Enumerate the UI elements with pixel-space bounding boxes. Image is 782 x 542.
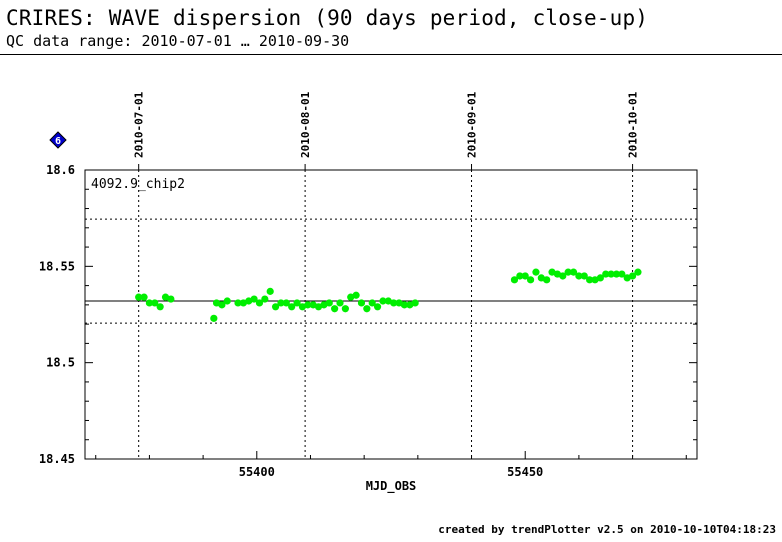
data-point-37 xyxy=(373,303,382,311)
x-axis-title: MJD_OBS xyxy=(366,479,417,494)
data-points xyxy=(135,268,642,322)
data-point-51 xyxy=(543,276,551,284)
data-point-40 xyxy=(390,299,398,307)
data-point-45 xyxy=(510,276,519,284)
diamond-marker-icon: 6 xyxy=(49,131,67,149)
plot-frame xyxy=(84,169,698,460)
data-point-44 xyxy=(411,299,419,307)
data-point-15 xyxy=(255,299,264,307)
data-point-63 xyxy=(607,270,615,278)
data-point-65 xyxy=(618,270,626,278)
data-point-62 xyxy=(602,270,610,278)
data-point-58 xyxy=(580,272,588,280)
series-label: 4092.9_chip2 xyxy=(91,177,185,192)
data-point-48 xyxy=(526,276,535,284)
data-point-14 xyxy=(250,295,258,303)
data-point-18 xyxy=(271,303,280,311)
date-label-3: 2010-10-01 xyxy=(627,91,640,158)
data-point-36 xyxy=(368,299,376,307)
data-point-35 xyxy=(363,305,371,313)
data-point-22 xyxy=(293,299,301,307)
data-point-47 xyxy=(521,272,529,280)
data-point-29 xyxy=(331,305,339,313)
date-label-0: 2010-07-01 xyxy=(133,91,146,158)
band-lines xyxy=(85,218,697,324)
y-tick-label-3: 18.6 xyxy=(46,163,75,177)
header-divider xyxy=(0,54,782,55)
data-point-28 xyxy=(325,299,333,307)
data-point-19 xyxy=(277,299,285,307)
data-point-30 xyxy=(336,299,344,307)
data-point-38 xyxy=(379,297,387,305)
page-subtitle: QC data range: 2010-07-01 … 2010-09-30 xyxy=(6,32,350,50)
data-point-59 xyxy=(586,276,594,284)
data-point-68 xyxy=(634,268,642,276)
x-tick-label-0: 55400 xyxy=(239,465,275,479)
data-point-6 xyxy=(167,295,175,303)
footer-credit: created by trendPlotter v2.5 on 2010-10-… xyxy=(438,523,776,536)
data-point-0 xyxy=(135,293,143,301)
data-point-42 xyxy=(400,301,409,309)
data-point-54 xyxy=(559,272,567,280)
data-point-24 xyxy=(304,301,312,309)
data-point-10 xyxy=(223,297,231,305)
data-point-9 xyxy=(218,301,226,309)
data-point-16 xyxy=(261,295,269,303)
data-point-11 xyxy=(234,299,242,307)
data-point-34 xyxy=(357,299,366,307)
data-point-21 xyxy=(288,303,296,311)
page-title: CRIRES: WAVE dispersion (90 days period,… xyxy=(6,6,649,30)
x-tick-label-1: 55450 xyxy=(507,465,543,479)
marker-label: 6 xyxy=(55,136,61,147)
y-tick-labels: 18.45 18.5 18.55 18.6 xyxy=(39,163,75,466)
axis-ticks xyxy=(85,164,697,460)
date-label-1: 2010-08-01 xyxy=(299,91,312,158)
data-point-33 xyxy=(352,291,360,299)
data-point-49 xyxy=(532,268,540,276)
data-point-56 xyxy=(569,268,578,276)
data-point-67 xyxy=(628,272,637,280)
data-point-17 xyxy=(266,287,274,295)
x-tick-labels: 55400 55450 xyxy=(239,465,544,479)
data-point-31 xyxy=(341,305,349,313)
data-point-46 xyxy=(516,272,524,280)
date-marker-labels: 2010-07-01 2010-08-01 2010-09-01 2010-10-01 xyxy=(133,91,640,158)
y-tick-label-2: 18.55 xyxy=(39,259,75,273)
data-point-61 xyxy=(596,274,604,282)
y-tick-label-1: 18.5 xyxy=(46,356,75,370)
data-point-57 xyxy=(575,272,583,280)
date-marker-lines xyxy=(138,170,634,459)
y-tick-label-0: 18.45 xyxy=(39,452,75,466)
data-point-2 xyxy=(145,299,154,307)
data-point-1 xyxy=(140,293,148,301)
data-point-3 xyxy=(151,299,159,307)
data-point-7 xyxy=(210,314,218,322)
data-point-55 xyxy=(564,268,572,276)
data-point-4 xyxy=(156,303,164,311)
date-label-2: 2010-09-01 xyxy=(466,91,479,158)
data-point-64 xyxy=(612,270,621,278)
data-point-20 xyxy=(282,299,290,307)
